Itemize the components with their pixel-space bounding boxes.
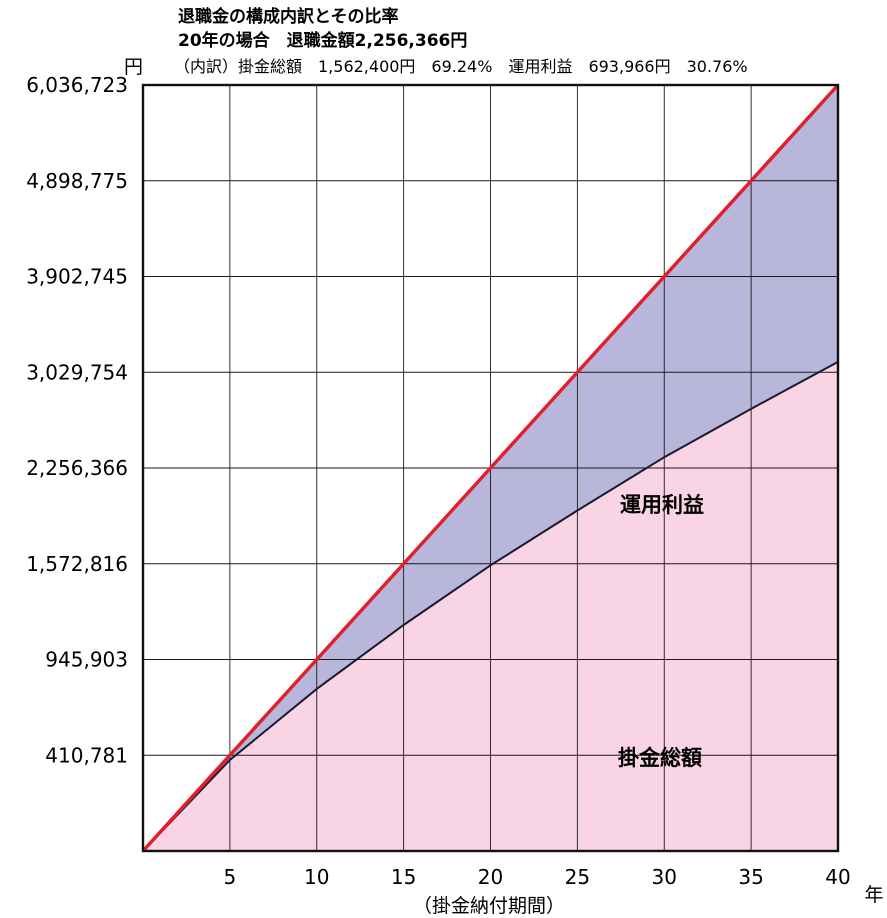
y-tick-label: 410,781 — [45, 743, 128, 767]
x-tick-label: 35 — [738, 865, 763, 889]
x-axis-label: （掛金納付期間） — [413, 895, 565, 917]
plot-area: 410,781 945,903 1,572,816 2,256,366 3,029,75… — [26, 73, 851, 889]
series-label-profit: 運用利益 — [620, 493, 704, 517]
total-line — [141, 83, 840, 853]
contribution-line — [142, 360, 839, 852]
chart-title: 退職金の構成内訳とその比率 — [178, 6, 399, 27]
breakdown-text: （内訳）掛金総額 1,562,400円 69.24% 運用利益 693,966円… — [174, 57, 748, 76]
y-tick-label: 3,902,745 — [26, 265, 128, 289]
chart-subtitle: 20年の場合 退職金額2,256,366円 — [178, 30, 467, 51]
x-tick-label: 10 — [304, 865, 329, 889]
y-tick-label: 3,029,754 — [26, 360, 128, 384]
y-tick-label: 1,572,816 — [26, 552, 128, 576]
x-tick-label: 5 — [224, 865, 237, 889]
y-tick-label: 2,256,366 — [26, 456, 128, 480]
x-unit-label: 年 — [864, 884, 883, 906]
plot-frame — [141, 83, 840, 853]
y-tick-label: 6,036,723 — [26, 73, 128, 97]
y-tick-label: 945,903 — [45, 648, 128, 672]
y-unit-label: 円 — [124, 56, 143, 78]
x-tick-label: 20 — [478, 865, 503, 889]
y-tick-label: 4,898,775 — [26, 169, 128, 193]
x-tick-label: 30 — [652, 865, 677, 889]
x-tick-label: 15 — [391, 865, 416, 889]
series-label-contribution: 掛金総額 — [618, 746, 702, 770]
x-tick-label: 40 — [825, 865, 850, 889]
x-tick-label: 25 — [565, 865, 590, 889]
